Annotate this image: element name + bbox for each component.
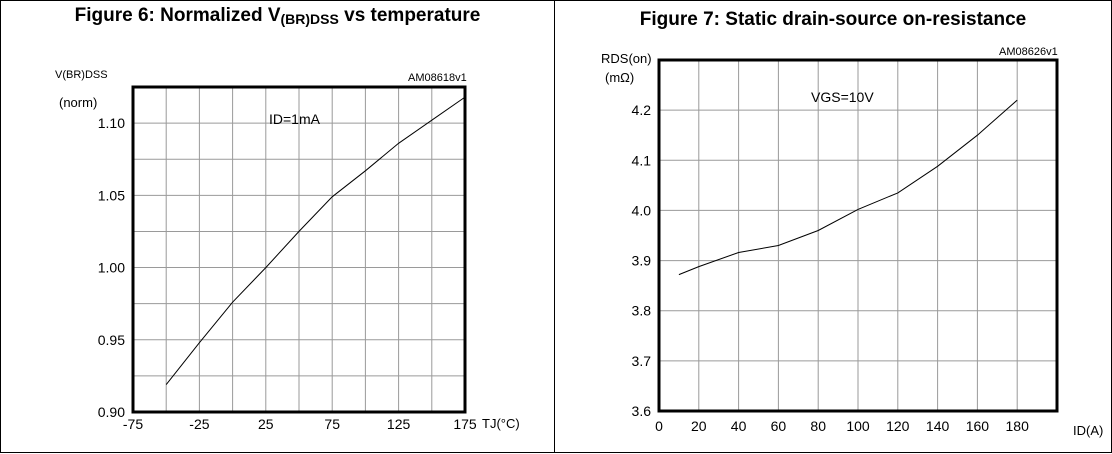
figure-6-annotation: ID=1mA bbox=[269, 111, 321, 127]
figure-6-title-subscript: (BR)DSS bbox=[280, 11, 339, 27]
figure-7-y-tick-labels: 3.6 3.7 3.8 3.9 4.0 4.1 4.2 bbox=[632, 102, 652, 419]
figure-6-y-tick-labels: 0.90 0.95 1.00 1.05 1.10 bbox=[98, 115, 125, 420]
x-tick-label: 175 bbox=[453, 416, 477, 432]
figure-6-code: AM08618v1 bbox=[408, 72, 467, 84]
figure-6-title-suffix: vs temperature bbox=[338, 5, 481, 26]
figure-7-grid bbox=[659, 60, 1057, 411]
y-tick-label: 3.9 bbox=[632, 253, 652, 269]
y-tick-label: 3.7 bbox=[632, 353, 652, 369]
x-tick-label: 0 bbox=[655, 418, 663, 434]
x-tick-label: 125 bbox=[387, 416, 411, 432]
figure-7-y-axis-unit: (mΩ) bbox=[605, 70, 634, 85]
x-tick-label: 75 bbox=[324, 416, 340, 432]
figure-6-title: Figure 6: Normalized V(BR)DSS vs tempera… bbox=[1, 5, 554, 30]
figure-6-x-axis-label: TJ(°C) bbox=[482, 416, 520, 431]
x-tick-label: 100 bbox=[846, 418, 870, 434]
y-tick-label: 3.8 bbox=[632, 303, 652, 319]
y-tick-label: 4.0 bbox=[632, 202, 652, 218]
figure-6-series-line bbox=[165, 96, 466, 385]
x-tick-label: 60 bbox=[771, 418, 787, 434]
figure-7-plot-frame bbox=[657, 58, 1059, 413]
figure-6-plot-frame bbox=[131, 85, 467, 414]
x-tick-label: -75 bbox=[123, 416, 143, 432]
figure-6-panel: Figure 6: Normalized V(BR)DSS vs tempera… bbox=[0, 0, 555, 453]
figure-7-code: AM08626v1 bbox=[999, 46, 1058, 58]
figure-7-chart: 0 20 40 60 80 100 120 140 160 180 3.6 3.7 3.8 3.9 4.0… bbox=[601, 46, 1103, 438]
figure-6-x-tick-labels: -75 -25 25 75 125 175 bbox=[123, 416, 477, 432]
figure-6-title-prefix: Figure 6: Normalized V bbox=[74, 5, 281, 26]
y-tick-label: 1.10 bbox=[98, 115, 125, 131]
figure-7-title: Figure 7: Static drain-source on-resista… bbox=[639, 9, 1027, 30]
figure-7-x-tick-labels: 0 20 40 60 80 100 120 140 160 180 bbox=[655, 418, 1029, 434]
y-tick-label: 3.6 bbox=[632, 403, 652, 419]
figure-6-y-axis-label: V(BR)DSS bbox=[55, 69, 108, 81]
y-tick-label: 1.05 bbox=[98, 187, 125, 203]
x-tick-label: 120 bbox=[886, 418, 910, 434]
y-tick-label: 4.1 bbox=[632, 152, 652, 168]
y-tick-label: 0.95 bbox=[98, 332, 125, 348]
x-tick-label: 180 bbox=[1006, 418, 1030, 434]
x-tick-label: 40 bbox=[731, 418, 747, 434]
figure-7-annotation: VGS=10V bbox=[811, 89, 874, 105]
figure-7-series-line bbox=[678, 99, 1018, 276]
x-tick-label: 80 bbox=[810, 418, 826, 434]
figure-7-y-axis-label: RDS(on) bbox=[601, 51, 652, 66]
figure-6-grid bbox=[133, 87, 465, 412]
x-tick-label: 20 bbox=[691, 418, 707, 434]
x-tick-label: 140 bbox=[926, 418, 950, 434]
figure-6-y-axis-unit: (norm) bbox=[59, 95, 97, 110]
x-tick-label: -25 bbox=[189, 416, 209, 432]
figure-7-x-axis-label: ID(A) bbox=[1073, 423, 1103, 438]
x-tick-label: 160 bbox=[966, 418, 990, 434]
y-tick-label: 1.00 bbox=[98, 260, 125, 276]
figure-6-chart: -75 -25 25 75 125 175 0.90 0.95 1.00 1.05 1.10 V(… bbox=[55, 69, 520, 432]
figure-7-panel: Figure 7: Static drain-source on-resista… bbox=[554, 0, 1112, 453]
x-tick-label: 25 bbox=[258, 416, 274, 432]
y-tick-label: 4.2 bbox=[632, 102, 652, 118]
y-tick-label: 0.90 bbox=[98, 404, 125, 420]
